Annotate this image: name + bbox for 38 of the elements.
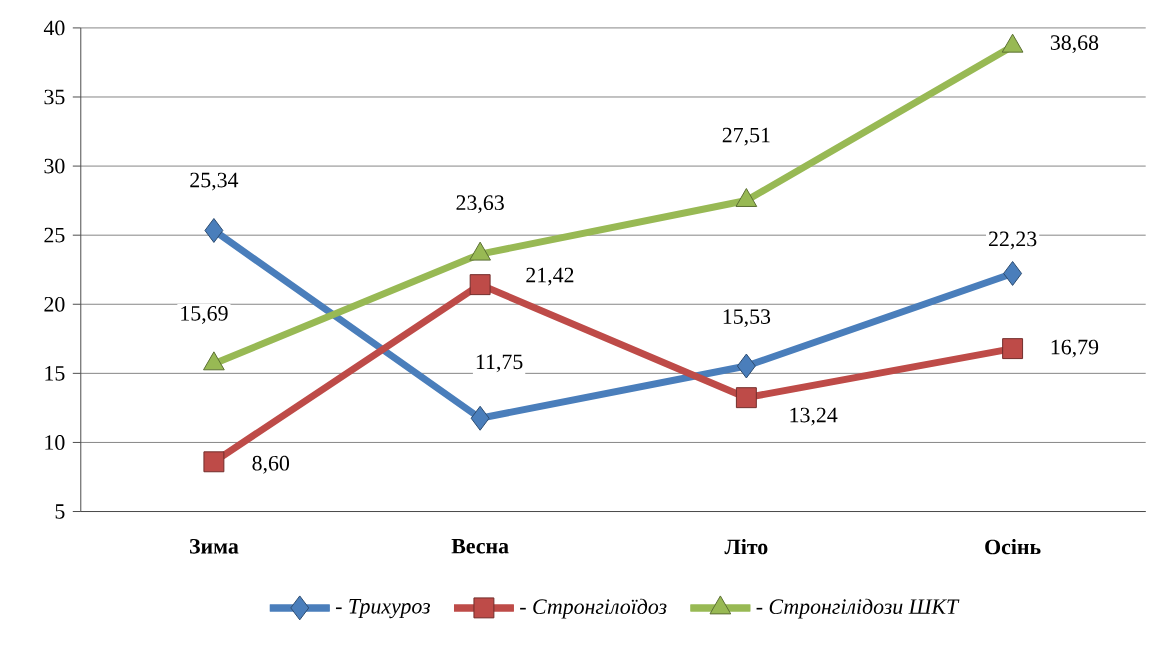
point (203, 451, 225, 473)
point (736, 353, 756, 379)
point (204, 217, 224, 243)
point (735, 187, 758, 207)
y-tick-label: 5 (55, 504, 65, 519)
x-tick-label: Весна (451, 538, 509, 554)
data-label: 16,79 (1051, 339, 1099, 358)
point (1003, 260, 1023, 286)
x-tick-label: Літо (724, 538, 768, 555)
y-tick-label: 20 (44, 296, 65, 312)
point (1002, 338, 1024, 360)
data-label: 15,69 (181, 305, 228, 324)
y-tick-label: 35 (44, 89, 65, 105)
data-label: 8,60 (252, 455, 290, 474)
y-tick-label: 40 (43, 20, 65, 36)
point (469, 241, 491, 261)
point (1001, 33, 1024, 53)
x-tick-label: Осінь (985, 538, 1041, 555)
point (735, 387, 757, 409)
data-label: 13,24 (790, 407, 838, 426)
data-label: 21,42 (526, 267, 574, 286)
y-tick-label: 15 (45, 365, 65, 381)
y-tick-label: 10 (45, 435, 65, 450)
data-label: 38,68 (1050, 35, 1099, 54)
legend-label: - Стронгілоїдоз (520, 598, 667, 619)
x-tick-label: Зима (190, 538, 239, 554)
data-label: 15,53 (723, 309, 771, 328)
data-label: 23,63 (456, 195, 504, 214)
point (470, 405, 490, 431)
data-label: 22,23 (988, 231, 1037, 250)
data-label: 25,34 (190, 172, 239, 191)
data-label: 11,75 (476, 354, 523, 373)
legend-label: - Стронгілідози ШКТ (756, 598, 960, 619)
point (469, 274, 491, 296)
y-tick-label: 25 (44, 227, 65, 243)
data-label: 27,51 (722, 127, 770, 146)
legend-label: - Трихуроз (335, 599, 430, 619)
y-tick-label: 30 (44, 158, 65, 174)
